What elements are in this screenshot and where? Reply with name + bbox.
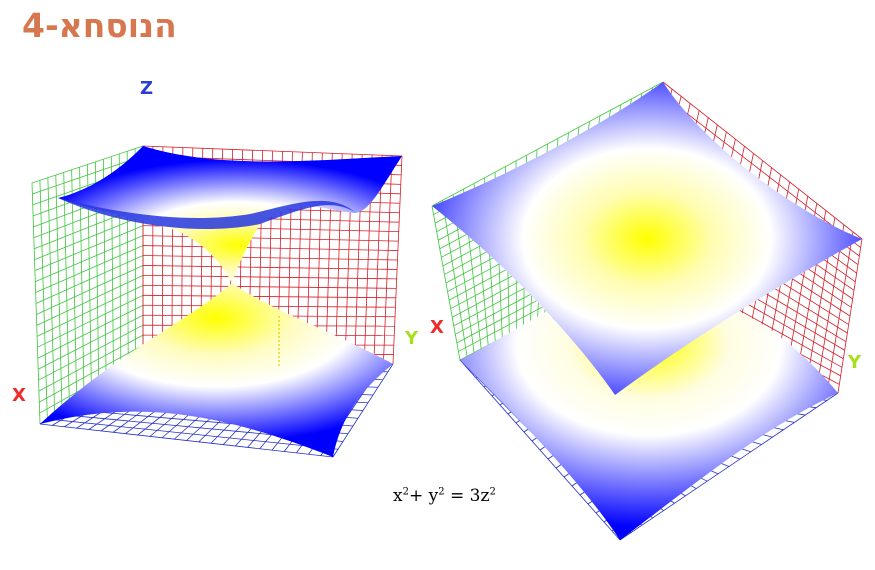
equation-term-z: = 3z [444,486,490,506]
left-green-grid-line [35,255,144,304]
left-red-grid-line [142,235,399,242]
left-green-grid-line [36,275,144,326]
left-green-grid-line [37,294,144,348]
right-blue-grid-line [459,359,621,541]
left-green-grid-line [36,285,144,337]
right-x-axis-label: X [430,317,444,338]
equation-exp-z: 2 [489,486,496,498]
equation-term-y: + y [408,486,439,506]
left-red-grid-line [142,284,397,289]
equation-term-x: x [393,486,403,506]
right-red-grid-line [660,92,861,248]
left-blue-grid-line [332,363,394,458]
left-green-grid-line [35,235,144,282]
left-green-grid-line [35,245,144,293]
left-lower-cone-surface [40,283,393,457]
right-lower-cone-surface [460,278,838,540]
left-red-grid-line [142,245,398,251]
cone-equation: x2+ y2 = 3z2 [393,486,496,506]
left-red-grid-line [142,145,403,157]
left-red-grid-line [142,294,396,299]
left-green-grid-line [32,155,144,195]
right-red-grid-line [662,81,863,240]
left-green-grid-line [31,145,144,184]
left-view: Z X Y [12,78,419,458]
left-z-axis-label: Z [140,78,153,99]
page-title: הנוסחא-4 [22,6,177,45]
left-green-grid-line [38,334,144,392]
left-green-grid-line [37,314,144,370]
left-y-axis-label: Y [404,328,419,349]
right-green-grid-line [431,81,664,207]
right-upper-cone-surface [432,82,862,395]
right-y-axis-label: Y [847,352,862,373]
left-green-grid-line [39,344,144,403]
left-green-grid-line [36,265,144,315]
left-upper-rim [58,198,356,229]
left-green-grid-line [38,324,144,381]
left-red-grid-line [142,275,397,280]
left-x-axis-label: X [12,385,26,406]
left-green-grid-line [34,215,144,261]
equation-exp-x: 2 [402,486,409,498]
right-view: XY [430,81,863,541]
left-green-grid-line [37,304,144,359]
left-green-grid-line [34,225,144,272]
left-red-grid-line [142,265,398,270]
left-upper-cone-surface [58,146,402,283]
left-red-grid-line [142,255,398,261]
equation-exp-y: 2 [438,486,445,498]
